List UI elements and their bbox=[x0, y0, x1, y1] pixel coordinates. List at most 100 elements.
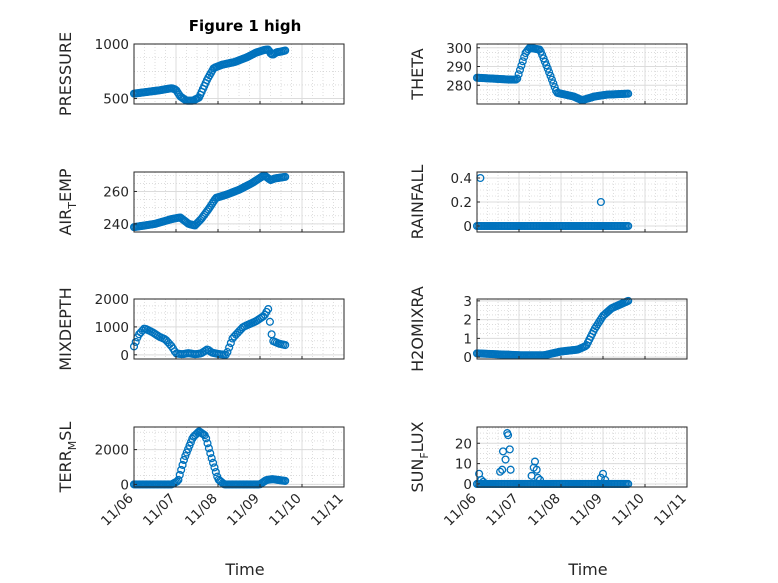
y-axis-label: THETA bbox=[408, 48, 427, 100]
data-point bbox=[505, 445, 514, 454]
x-tick-label: 11/08 bbox=[525, 491, 564, 530]
data-point bbox=[549, 79, 558, 88]
axes-box bbox=[476, 426, 688, 488]
y-tick-label: 280 bbox=[446, 78, 472, 94]
axes-box bbox=[133, 298, 345, 360]
figure-title: Figure 1 high bbox=[189, 17, 302, 35]
data-point bbox=[131, 337, 140, 346]
y-tick-label: 3 bbox=[463, 294, 472, 310]
data-point bbox=[209, 458, 218, 467]
data-point bbox=[477, 475, 486, 484]
data-point bbox=[172, 477, 182, 486]
data-point bbox=[206, 201, 215, 210]
y-tick-label: 0 bbox=[463, 219, 472, 235]
data-point bbox=[517, 61, 526, 70]
data-point bbox=[513, 74, 522, 83]
data-point bbox=[532, 465, 541, 474]
x-tick-label: 11/11 bbox=[308, 491, 347, 530]
data-point bbox=[211, 467, 220, 477]
x-axis-label-left: Time bbox=[224, 560, 264, 579]
data-point bbox=[281, 340, 290, 350]
data-point bbox=[596, 197, 605, 207]
y-axis-label: H2OMIXRA bbox=[408, 286, 427, 372]
data-point bbox=[175, 470, 184, 479]
y-axis-label: AIRTEMP bbox=[56, 168, 79, 235]
x-tick-label: 11/08 bbox=[182, 491, 221, 530]
subplot-theta: 280 290 300 THETA bbox=[408, 41, 688, 105]
subplot-terr: 0 2000 11/06 11/07 11/08 11/09 11/10 11/11 TERRM… bbox=[56, 422, 347, 530]
y-axis-label-text: THETA bbox=[408, 48, 427, 100]
axes-box bbox=[476, 298, 688, 360]
data-point bbox=[546, 71, 555, 80]
data-point bbox=[601, 475, 610, 484]
data-point bbox=[514, 70, 523, 79]
y-tick-label: 260 bbox=[103, 184, 129, 200]
y-tick-label: 300 bbox=[446, 41, 472, 57]
y-axis-label-tail: LUX bbox=[408, 421, 427, 452]
data-point bbox=[504, 431, 513, 440]
subplot-mixdepth: 0 1000 2000 MIXDEPTH bbox=[56, 287, 345, 371]
data-point bbox=[206, 449, 215, 458]
y-axis-label-text: RAINFALL bbox=[408, 165, 427, 240]
data-point bbox=[543, 64, 552, 73]
axes-box bbox=[133, 171, 345, 233]
x-tick-label: 11/09 bbox=[224, 491, 263, 530]
y-axis-label: RAINFALL bbox=[408, 165, 427, 240]
data-point bbox=[226, 338, 235, 348]
y-axis-label-tail: EMP bbox=[56, 168, 75, 202]
y-axis-label-subscript: M bbox=[66, 441, 79, 451]
data-point bbox=[265, 317, 274, 326]
y-axis-label-subscript: T bbox=[66, 202, 79, 210]
axes-box bbox=[476, 43, 688, 105]
data-point bbox=[515, 65, 525, 74]
y-axis-label: PRESSURE bbox=[56, 32, 75, 116]
data-point bbox=[264, 305, 273, 314]
data-point bbox=[223, 348, 232, 357]
y-axis-label-text: H2OMIXRA bbox=[408, 286, 427, 372]
data-point bbox=[501, 455, 510, 464]
subplot-rainfall: 0 0.2 0.4 RAINFALL bbox=[408, 165, 688, 240]
data-point bbox=[281, 46, 290, 55]
data-point bbox=[498, 465, 507, 474]
y-tick-label: 1000 bbox=[95, 37, 129, 53]
data-point bbox=[624, 221, 633, 231]
data-point bbox=[193, 428, 202, 437]
x-tick-label: 11/10 bbox=[266, 491, 305, 530]
data-point bbox=[533, 473, 542, 482]
y-axis-label-subscript: F bbox=[418, 452, 431, 458]
y-axis-label-text: TERR bbox=[56, 450, 75, 493]
x-tick-label: 11/06 bbox=[441, 491, 480, 530]
y-axis-label: MIXDEPTH bbox=[56, 287, 75, 370]
y-tick-label: 2 bbox=[463, 313, 472, 329]
y-axis-label: SUNFLUX bbox=[408, 421, 431, 492]
data-point bbox=[530, 457, 540, 466]
data-point bbox=[179, 455, 188, 465]
data-point bbox=[479, 477, 488, 486]
data-point bbox=[225, 343, 234, 352]
y-axis-label-text: SUN bbox=[408, 459, 427, 493]
y-axis-label-tail: SL bbox=[56, 422, 75, 441]
y-tick-label: 1000 bbox=[95, 320, 129, 336]
y-tick-label: 10 bbox=[455, 457, 472, 473]
data-point bbox=[547, 75, 556, 84]
data-point bbox=[535, 475, 545, 484]
data-point bbox=[624, 296, 633, 305]
y-axis-label-text: MIXDEPTH bbox=[56, 287, 75, 370]
y-tick-label: 0.2 bbox=[451, 195, 472, 211]
y-tick-label: 240 bbox=[103, 217, 129, 233]
axes-box bbox=[133, 426, 345, 488]
subplot-h2omixra: 0 1 2 3 H2OMIXRA bbox=[408, 286, 688, 372]
x-tick-label: 11/09 bbox=[567, 491, 606, 530]
x-tick-label: 11/07 bbox=[483, 491, 522, 530]
y-tick-label: 0 bbox=[463, 350, 472, 366]
y-tick-label: 0 bbox=[463, 477, 472, 493]
axes-box bbox=[133, 43, 345, 105]
data-point bbox=[208, 199, 217, 208]
data-point bbox=[177, 465, 186, 474]
y-axis-label-text: AIR bbox=[56, 209, 75, 236]
y-tick-label: 0 bbox=[120, 477, 129, 493]
subplot-pressure: 500 1000 PRESSURE bbox=[56, 32, 345, 116]
data-point bbox=[207, 454, 216, 463]
